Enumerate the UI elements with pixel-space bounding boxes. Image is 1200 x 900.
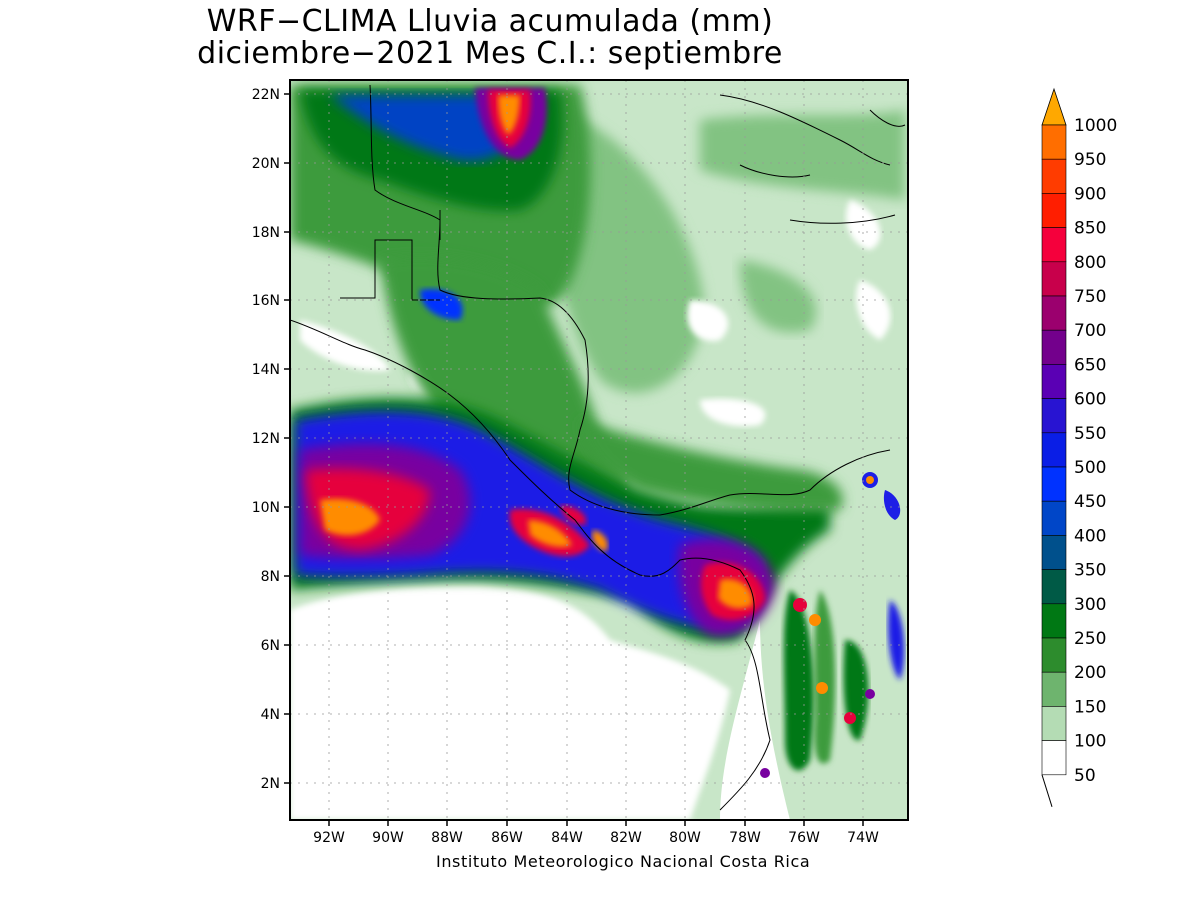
colorbar-label: 100 [1074, 732, 1106, 752]
colorbar-swatch [1041, 227, 1067, 263]
lon-label: 88W [431, 830, 463, 846]
lat-label: 22N [252, 87, 280, 103]
map-frame [289, 79, 909, 821]
colorbar-label: 950 [1074, 150, 1106, 170]
lat-label: 6N [261, 638, 280, 654]
lat-label: 18N [252, 225, 280, 241]
lat-label: 4N [261, 707, 280, 723]
colorbar-label: 550 [1074, 424, 1106, 444]
colorbar-swatch [1041, 364, 1067, 399]
colorbar-label: 800 [1074, 253, 1106, 273]
lon-label: 80W [669, 830, 701, 846]
lon-label: 92W [313, 830, 345, 846]
colorbar-label: 250 [1074, 629, 1106, 649]
colorbar-swatch [1041, 432, 1067, 468]
map-title-line1: WRF−CLIMA Lluvia acumulada (mm) [206, 4, 774, 39]
colorbar-swatch [1041, 603, 1067, 639]
latitude-axis: 22N 20N 18N 16N 14N 12N 10N 8N 6N 4N 2N [252, 87, 290, 792]
lat-label: 20N [252, 156, 280, 172]
lon-label: 78W [729, 830, 761, 846]
lon-label: 82W [610, 830, 642, 846]
lat-label: 8N [261, 569, 280, 585]
colorbar-label: 850 [1074, 219, 1106, 239]
colorbar-label: 450 [1074, 492, 1106, 512]
colorbar-label: 900 [1074, 184, 1106, 204]
lon-label: 76W [788, 830, 820, 846]
lat-label: 10N [252, 500, 280, 516]
colorbar-bottom-tail [1041, 774, 1053, 807]
colorbar-label: 500 [1074, 458, 1106, 478]
colorbar-legend: 1000 950 900 850 800 750 700 650 600 550 500 450 400… [1041, 87, 1117, 807]
lat-label: 16N [252, 293, 280, 309]
colorbar-swatch [1041, 295, 1067, 331]
lat-label: 2N [261, 776, 280, 792]
colorbar-label: 1000 [1074, 116, 1117, 136]
colorbar-label: 700 [1074, 321, 1106, 341]
colorbar-swatch [1041, 398, 1067, 434]
colorbar-label: 300 [1074, 595, 1106, 615]
colorbar-label: 200 [1074, 663, 1106, 683]
colorbar-top-arrow [1041, 87, 1067, 126]
longitude-axis: 92W 90W 88W 86W 84W 82W 80W 78W 76W 74W [313, 820, 879, 846]
colorbar-swatch [1041, 637, 1067, 673]
colorbar-swatch [1041, 671, 1067, 707]
colorbar-swatch [1041, 466, 1067, 502]
colorbar-swatch [1041, 740, 1067, 776]
colorbar-swatch [1041, 261, 1067, 297]
colorbar-label: 350 [1074, 561, 1106, 581]
colorbar-label: 750 [1074, 287, 1106, 307]
colorbar-swatch [1041, 706, 1067, 741]
lon-label: 86W [491, 830, 523, 846]
lon-label: 84W [551, 830, 583, 846]
lon-label: 90W [372, 830, 404, 846]
lat-label: 12N [252, 431, 280, 447]
credit-text: Instituto Meteorologico Nacional Costa R… [436, 852, 811, 871]
colorbar-swatch [1041, 329, 1067, 365]
precipitation-field [290, 80, 908, 820]
colorbar-swatch [1041, 193, 1067, 228]
colorbar-label: 50 [1074, 766, 1096, 786]
colorbar-label: 150 [1074, 697, 1106, 717]
colorbar-label: 400 [1074, 526, 1106, 546]
lat-label: 14N [252, 362, 280, 378]
colorbar-swatch [1041, 158, 1067, 194]
colorbar-swatch [1041, 535, 1067, 570]
colorbar-swatch [1041, 500, 1067, 536]
colorbar-label: 650 [1074, 355, 1106, 375]
colorbar-swatch [1041, 569, 1067, 605]
map-title-line2: diciembre−2021 Mes C.I.: septiembre [197, 36, 783, 71]
colorbar-swatch [1041, 124, 1067, 160]
colorbar-label: 600 [1074, 390, 1106, 410]
lon-label: 74W [847, 830, 879, 846]
